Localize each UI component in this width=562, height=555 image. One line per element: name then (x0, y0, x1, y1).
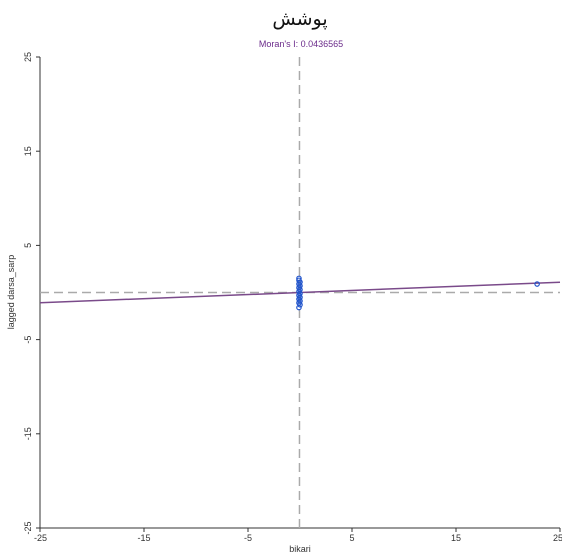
moran-i-label: Moran's I: 0.0436565 (259, 39, 343, 49)
y-tick-label: -25 (23, 521, 33, 534)
y-tick-label: 15 (23, 146, 33, 156)
x-tick-label: 15 (451, 533, 461, 543)
data-point (296, 304, 302, 311)
x-ticks: -25 -15 -5 5 15 25 (34, 528, 562, 543)
x-tick-label: -5 (244, 533, 252, 543)
data-point (297, 301, 303, 308)
x-tick-label: -25 (34, 533, 47, 543)
x-axis-label: bikari (289, 544, 311, 554)
x-tick-label: 25 (553, 533, 562, 543)
y-axis-label: lagged darsa_sarp (6, 255, 16, 330)
data-point (534, 281, 540, 287)
x-tick-label: 5 (349, 533, 354, 543)
chart-title: پوشش (272, 8, 327, 30)
y-ticks: -25 -15 -5 5 15 25 (23, 52, 40, 535)
data-points (296, 275, 540, 311)
y-tick-label: 25 (23, 52, 33, 62)
x-tick-label: -15 (137, 533, 150, 543)
y-tick-label: 5 (23, 243, 33, 248)
regression-line (39, 281, 561, 304)
y-tick-label: -5 (23, 336, 33, 344)
y-tick-label: -15 (23, 427, 33, 440)
